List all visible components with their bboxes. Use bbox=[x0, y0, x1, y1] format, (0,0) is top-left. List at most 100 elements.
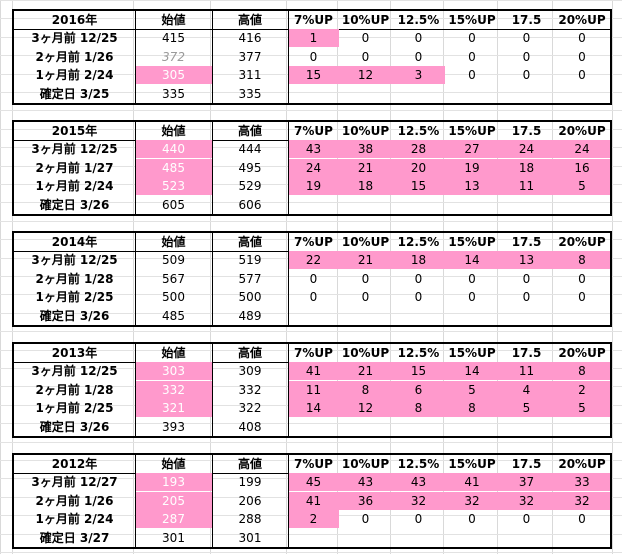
table-cell[interactable] bbox=[554, 196, 610, 214]
table-cell[interactable]: 18 bbox=[499, 159, 554, 177]
table-cell[interactable]: 24 bbox=[499, 140, 554, 158]
table-cell[interactable] bbox=[445, 307, 499, 325]
table-cell[interactable]: 485 bbox=[135, 159, 212, 177]
table-cell[interactable] bbox=[554, 529, 610, 547]
table-cell[interactable]: 12 bbox=[339, 66, 392, 84]
table-cell[interactable]: 32 bbox=[445, 492, 499, 510]
table-cell[interactable]: 301 bbox=[238, 531, 262, 545]
table-cell[interactable] bbox=[499, 307, 554, 325]
table-cell[interactable]: 4 bbox=[499, 381, 554, 399]
table-cell[interactable]: 19 bbox=[445, 159, 499, 177]
table-cell[interactable]: 2 bbox=[288, 510, 339, 528]
table-cell[interactable]: 0 bbox=[309, 272, 318, 286]
table-cell[interactable]: 8 bbox=[554, 362, 610, 380]
table-cell[interactable]: 14 bbox=[445, 362, 499, 380]
table-cell[interactable]: 332 bbox=[135, 381, 212, 399]
table-cell[interactable] bbox=[499, 85, 554, 103]
table-cell[interactable] bbox=[339, 85, 392, 103]
table-cell[interactable]: 21 bbox=[339, 251, 392, 269]
table-cell[interactable]: 287 bbox=[135, 510, 212, 528]
table-cell[interactable]: 5 bbox=[554, 399, 610, 417]
table-cell[interactable]: 0 bbox=[468, 272, 476, 286]
table-cell[interactable]: 393 bbox=[162, 420, 185, 434]
table-cell[interactable]: 22 bbox=[288, 251, 339, 269]
table-cell[interactable]: 11 bbox=[499, 362, 554, 380]
table-cell[interactable]: 8 bbox=[392, 399, 445, 417]
table-cell[interactable]: 519 bbox=[238, 253, 262, 267]
table-cell[interactable]: 5 bbox=[554, 177, 610, 195]
table-cell[interactable] bbox=[339, 529, 392, 547]
table-cell[interactable]: 37 bbox=[499, 473, 554, 491]
table-cell[interactable]: 303 bbox=[135, 362, 212, 380]
table-cell[interactable]: 0 bbox=[578, 68, 586, 82]
table-cell[interactable] bbox=[445, 85, 499, 103]
table-cell[interactable]: 11 bbox=[288, 381, 339, 399]
table-cell[interactable]: 372 bbox=[162, 50, 185, 64]
table-cell[interactable] bbox=[445, 418, 499, 436]
table-cell[interactable]: 8 bbox=[445, 399, 499, 417]
table-cell[interactable]: 8 bbox=[554, 251, 610, 269]
table-cell[interactable] bbox=[339, 418, 392, 436]
table-cell[interactable]: 12 bbox=[339, 399, 392, 417]
table-cell[interactable]: 21 bbox=[339, 362, 392, 380]
table-cell[interactable]: 311 bbox=[238, 68, 262, 82]
table-cell[interactable]: 0 bbox=[361, 50, 370, 64]
table-cell[interactable] bbox=[288, 307, 339, 325]
table-cell[interactable]: 5 bbox=[499, 399, 554, 417]
table-cell[interactable] bbox=[554, 85, 610, 103]
table-cell[interactable]: 0 bbox=[578, 272, 586, 286]
table-cell[interactable]: 605 bbox=[162, 198, 185, 212]
table-cell[interactable]: 41 bbox=[288, 492, 339, 510]
table-cell[interactable]: 440 bbox=[135, 140, 212, 158]
table-cell[interactable]: 415 bbox=[162, 31, 185, 45]
table-cell[interactable]: 321 bbox=[135, 399, 212, 417]
table-cell[interactable]: 13 bbox=[499, 251, 554, 269]
table-cell[interactable]: 0 bbox=[414, 50, 423, 64]
table-cell[interactable]: 0 bbox=[468, 31, 476, 45]
table-cell[interactable]: 0 bbox=[522, 290, 531, 304]
table-cell[interactable]: 416 bbox=[238, 31, 262, 45]
table-cell[interactable]: 45 bbox=[288, 473, 339, 491]
table-cell[interactable]: 322 bbox=[238, 401, 262, 415]
table-cell[interactable]: 485 bbox=[162, 309, 185, 323]
table-cell[interactable]: 0 bbox=[522, 512, 531, 526]
table-cell[interactable] bbox=[339, 196, 392, 214]
table-cell[interactable]: 19 bbox=[288, 177, 339, 195]
table-cell[interactable]: 5 bbox=[445, 381, 499, 399]
table-cell[interactable]: 335 bbox=[238, 87, 262, 101]
table-cell[interactable]: 0 bbox=[468, 50, 476, 64]
table-cell[interactable] bbox=[288, 196, 339, 214]
table-cell[interactable]: 15 bbox=[392, 177, 445, 195]
table-cell[interactable]: 489 bbox=[238, 309, 262, 323]
table-cell[interactable] bbox=[554, 418, 610, 436]
table-cell[interactable] bbox=[445, 196, 499, 214]
table-cell[interactable] bbox=[288, 418, 339, 436]
table-cell[interactable]: 28 bbox=[392, 140, 445, 158]
table-cell[interactable]: 1 bbox=[288, 29, 339, 47]
table-cell[interactable] bbox=[392, 307, 445, 325]
table-cell[interactable]: 0 bbox=[309, 290, 318, 304]
table-cell[interactable]: 206 bbox=[238, 494, 262, 508]
table-cell[interactable]: 18 bbox=[392, 251, 445, 269]
table-cell[interactable]: 0 bbox=[361, 290, 370, 304]
table-cell[interactable]: 36 bbox=[339, 492, 392, 510]
table-cell[interactable]: 0 bbox=[468, 290, 476, 304]
table-cell[interactable]: 21 bbox=[339, 159, 392, 177]
table-cell[interactable]: 0 bbox=[578, 290, 586, 304]
table-cell[interactable]: 0 bbox=[361, 272, 370, 286]
table-cell[interactable]: 0 bbox=[309, 50, 318, 64]
table-cell[interactable]: 15 bbox=[288, 66, 339, 84]
table-cell[interactable]: 32 bbox=[392, 492, 445, 510]
table-cell[interactable]: 0 bbox=[468, 68, 476, 82]
table-cell[interactable]: 0 bbox=[522, 68, 531, 82]
table-cell[interactable]: 332 bbox=[238, 383, 262, 397]
table-cell[interactable]: 500 bbox=[162, 290, 185, 304]
table-cell[interactable]: 523 bbox=[135, 177, 212, 195]
table-cell[interactable]: 2 bbox=[554, 381, 610, 399]
table-cell[interactable]: 0 bbox=[578, 512, 586, 526]
table-cell[interactable]: 199 bbox=[238, 475, 262, 489]
table-cell[interactable]: 606 bbox=[238, 198, 262, 212]
table-cell[interactable]: 0 bbox=[414, 272, 423, 286]
table-cell[interactable]: 500 bbox=[238, 290, 262, 304]
table-cell[interactable]: 24 bbox=[288, 159, 339, 177]
